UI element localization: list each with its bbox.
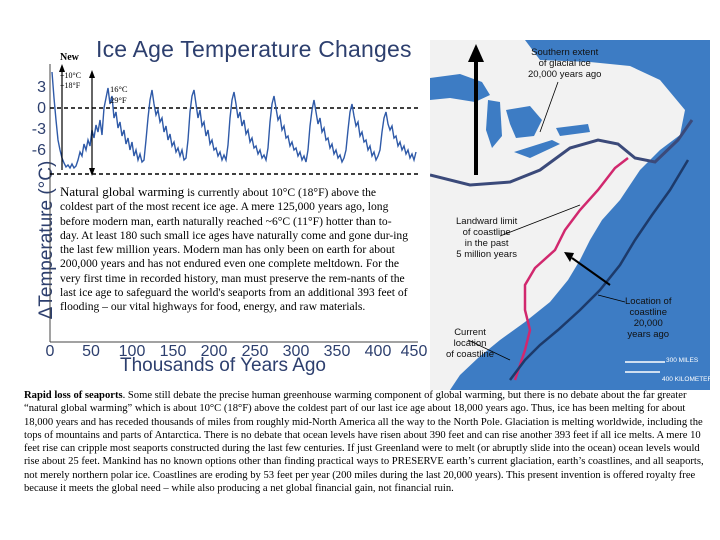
x-tick-label: 300 — [282, 343, 310, 360]
lake-huron — [506, 106, 542, 138]
label-line: 5 million years — [456, 249, 517, 260]
current-coastline-label: Current location of coastline — [446, 327, 494, 360]
x-tick-label: 450 — [400, 343, 428, 360]
annotation-fahrenheit: +18°F — [60, 81, 81, 90]
label-line: in the past — [464, 238, 509, 249]
annotation-fahrenheit: 29°F — [110, 95, 127, 105]
warming-paragraph: Natural global warming is currently abou… — [60, 184, 410, 315]
seaports-body: . Some still debate the precise human gr… — [24, 390, 704, 495]
leader-line — [597, 294, 626, 303]
seaports-paragraph: Rapid loss of seaports. Some still debat… — [24, 389, 708, 495]
large-warming-arrowhead-bottom — [89, 168, 95, 176]
x-tick-label: 100 — [118, 343, 146, 360]
label-line: Landward limit — [456, 216, 518, 227]
paragraph-body: is currently about 10°C (18°F) above the… — [60, 186, 409, 314]
x-tick-label: 0 — [45, 343, 55, 360]
label-line: Southern extent — [531, 47, 599, 58]
x-tick-label: 350 — [323, 343, 351, 360]
landward-limit-line — [513, 157, 629, 381]
label-line: coastline — [629, 307, 667, 318]
label-line: years ago — [627, 329, 670, 340]
label-line: of glacial ice — [538, 58, 591, 69]
seaports-heading: Rapid loss of seaports — [24, 390, 123, 401]
label-line: Current — [454, 327, 486, 338]
new-label: New — [60, 52, 79, 63]
y-tick-label: -3 — [31, 121, 46, 138]
scale-miles-label: 300 MILES — [666, 357, 699, 364]
coastline-map — [430, 40, 710, 390]
coastline-20k-label: Location of coastline 20,000 years ago — [625, 296, 671, 340]
annotation-celsius: 16°C — [110, 84, 128, 94]
lake-erie — [514, 140, 560, 158]
x-tick-label: 50 — [82, 343, 100, 360]
label-line: location — [453, 338, 487, 349]
label-line: of coastline — [462, 227, 511, 238]
paragraph-lead: Natural global warming — [60, 184, 185, 199]
large-warming-arrowhead — [89, 70, 95, 78]
lake-ontario — [556, 124, 590, 136]
label-line: 20,000 — [633, 318, 663, 329]
leader-line — [539, 81, 559, 133]
chart-title: Ice Age Temperature Changes — [96, 36, 412, 62]
x-tick-label: 250 — [241, 343, 269, 360]
x-tick-label: 150 — [159, 343, 187, 360]
leader-line — [467, 339, 511, 361]
y-tick-label: -6 — [31, 142, 46, 159]
scale-km-label: 400 KILOMETERS — [662, 376, 717, 383]
landward-limit-label: Landward limit of coastline in the past … — [456, 216, 517, 260]
glacial-ice-label: Southern extent of glacial ice 20,000 ye… — [528, 47, 601, 80]
annotation-celsius: +10°C — [60, 71, 82, 80]
glacial-ice-extent-line — [430, 119, 694, 187]
label-line: 20,000 years ago — [528, 69, 602, 80]
x-tick-label: 400 — [364, 343, 392, 360]
x-tick-label: 200 — [200, 343, 228, 360]
small-warming-arrowhead — [59, 64, 65, 72]
coastline-arrow-shaft — [571, 257, 611, 286]
ancient-coastline-line — [509, 159, 690, 381]
north-arrow-head — [468, 44, 484, 62]
label-line: Location of — [625, 296, 672, 307]
leader-line — [499, 204, 581, 237]
lake-michigan — [486, 100, 502, 148]
y-tick-label: 0 — [37, 100, 46, 117]
x-axis-label: Thousands of Years Ago — [120, 355, 326, 376]
y-tick-label: 3 — [37, 79, 46, 96]
coastline-arrow-head — [564, 252, 574, 262]
small-warming-annotation: +10°C +18°F — [60, 71, 81, 91]
label-line: of coastline — [446, 349, 495, 360]
temperature-curve — [51, 71, 417, 170]
large-warming-annotation: 16°C 29°F — [110, 84, 128, 106]
temperature-chart — [49, 64, 418, 343]
